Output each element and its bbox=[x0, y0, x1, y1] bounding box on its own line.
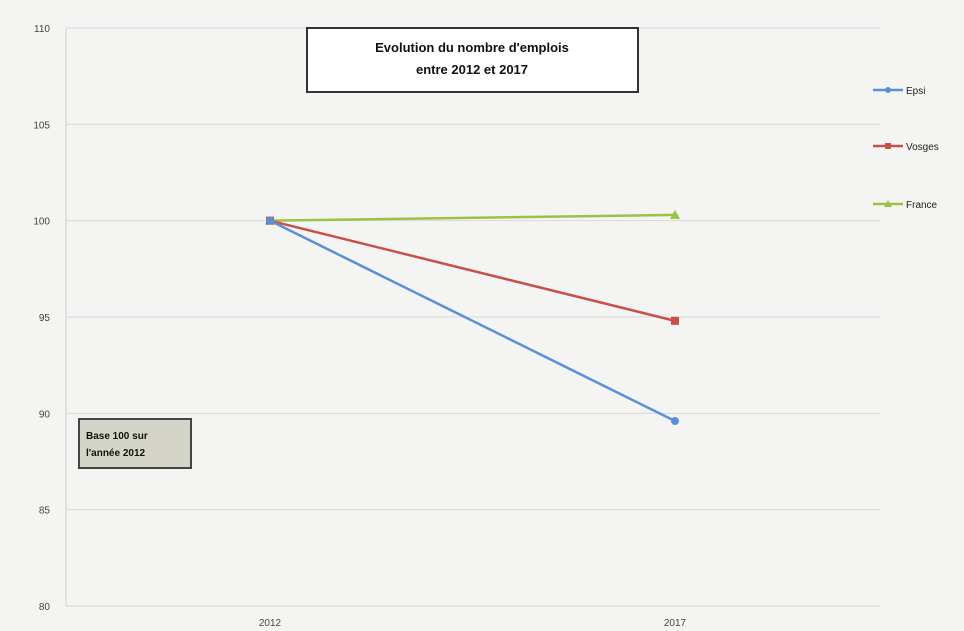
series-lines bbox=[265, 209, 680, 426]
chart-title-line-1: Evolution du nombre d'emplois bbox=[375, 40, 569, 55]
base-note-line-2: l'année 2012 bbox=[86, 448, 146, 459]
y-tick-label: 105 bbox=[33, 120, 50, 131]
y-tick-labels: 80 85 90 95 100 105 110 bbox=[33, 24, 50, 613]
legend-marker-france bbox=[884, 200, 892, 207]
legend-label-france: France bbox=[906, 200, 938, 211]
series-line-epsi bbox=[269, 219, 676, 423]
y-tick-label: 95 bbox=[39, 313, 51, 324]
x-tick-labels: 2012 2017 bbox=[259, 618, 687, 629]
y-tick-label: 100 bbox=[33, 217, 50, 228]
base-note-line-1: Base 100 sur bbox=[86, 431, 148, 442]
base-note-box: Base 100 sur l'année 2012 bbox=[78, 418, 192, 469]
series-line-vosges bbox=[269, 219, 676, 323]
x-tick-label: 2017 bbox=[664, 618, 687, 629]
gridlines bbox=[66, 27, 880, 607]
legend-label-vosges: Vosges bbox=[906, 142, 939, 153]
chart-title-box: Evolution du nombre d'emplois entre 2012… bbox=[306, 27, 639, 93]
y-tick-label: 85 bbox=[39, 506, 51, 517]
legend-marker-epsi bbox=[885, 87, 891, 93]
axes bbox=[65, 28, 880, 607]
y-tick-label: 90 bbox=[39, 409, 51, 420]
point-vosges-2017 bbox=[671, 316, 679, 325]
point-epsi-2017 bbox=[671, 417, 679, 426]
legend: Epsi Vosges France bbox=[873, 86, 939, 211]
series-line-france bbox=[269, 213, 676, 222]
x-tick-label: 2012 bbox=[259, 618, 282, 629]
chart-title-line-2: entre 2012 et 2017 bbox=[416, 62, 528, 77]
y-tick-label: 80 bbox=[39, 602, 51, 613]
y-tick-label: 110 bbox=[34, 24, 50, 35]
point-epsi-2012 bbox=[266, 216, 274, 225]
legend-label-epsi: Epsi bbox=[906, 86, 925, 97]
legend-marker-vosges bbox=[885, 143, 891, 149]
point-france-2017 bbox=[670, 209, 680, 219]
